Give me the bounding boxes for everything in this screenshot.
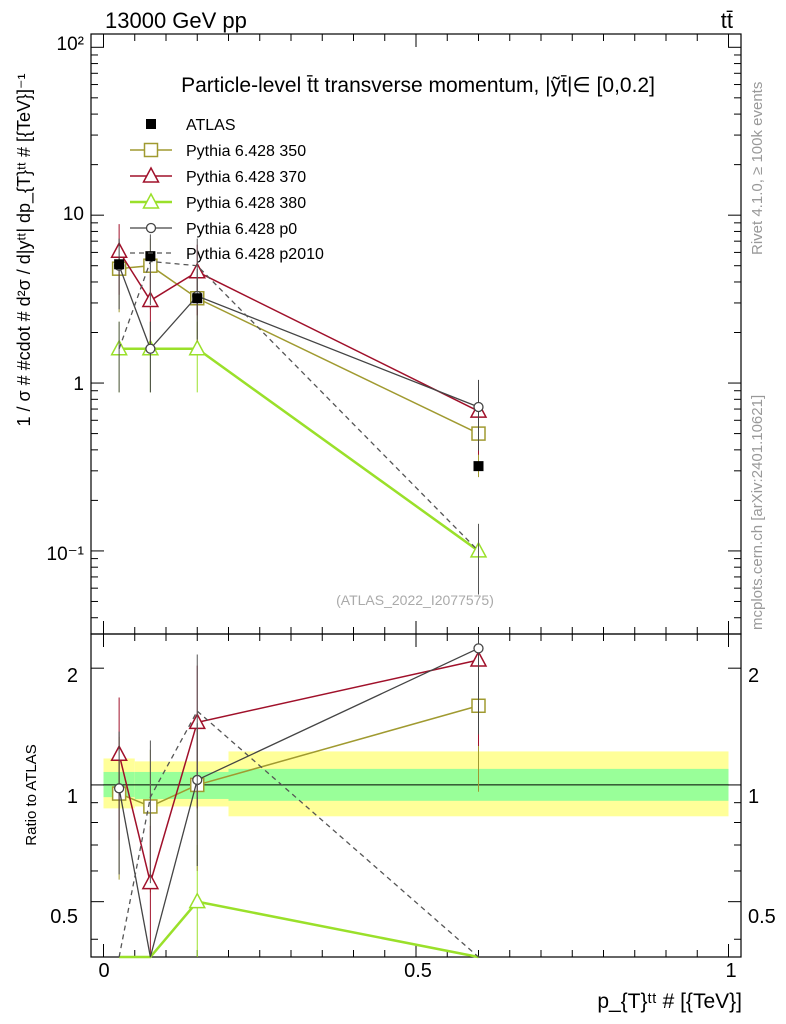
legend-marker-380 [142, 192, 160, 209]
analysis-watermark: (ATLAS_2022_I2077575) [336, 592, 494, 608]
ratio-ytick-label-2-right: 2 [748, 665, 759, 687]
main-plot-title: Particle-level t̄t transverse momentum, … [181, 74, 655, 97]
ratio-series-line-p0 [118, 647, 479, 958]
ratio-point-380 [188, 892, 207, 909]
xtick-label-0.5: 0.5 [404, 960, 432, 982]
legend-marker-p0 [145, 222, 157, 234]
main-series-line-p2010 [118, 260, 479, 552]
ratio-series-line-380 [119, 900, 479, 959]
main-series-line-370 [118, 250, 479, 412]
ratio-y-axis-label: Ratio to ATLAS [23, 744, 40, 845]
main-point-atlas [192, 293, 203, 304]
main-ytick-label-1: 1 [73, 374, 84, 395]
legend-label-p0: Pythia 6.428 p0 [186, 221, 297, 238]
main-ytick-label-100: 10² [57, 34, 84, 55]
main-series-line-350 [119, 264, 479, 435]
legend-label-350: Pythia 6.428 350 [186, 143, 306, 160]
main-point-atlas [473, 461, 484, 472]
ratio-ytick-label-1-right: 1 [748, 786, 759, 808]
legend-label-atlas: ATLAS [186, 117, 236, 134]
legend-marker-atlas [146, 119, 156, 129]
ratio-point-p0 [113, 783, 125, 794]
legend-marker-350 [143, 142, 159, 158]
xtick-label-1: 1 [725, 960, 736, 982]
main-series-line-380 [119, 347, 480, 552]
mcplots-label: mcplots.cern.ch [arXiv:2401.10621] [749, 395, 766, 630]
legend-label-380: Pythia 6.428 380 [186, 195, 306, 212]
ratio-series-line-p2010 [118, 710, 479, 958]
ratio-ytick-label-1: 1 [67, 786, 78, 808]
header-energy: 13000 GeV pp [105, 8, 247, 33]
main-point-p0 [145, 343, 156, 354]
ratio-ytick-label-0.5-right: 0.5 [748, 906, 776, 928]
ratio-series-line-370 [118, 659, 479, 886]
ratio-series-line-350 [118, 705, 479, 808]
legend-marker-370 [142, 166, 160, 183]
rivet-label: Rivet 4.1.0, ≥ 100k events [749, 82, 766, 255]
ratio-ytick-label-2: 2 [67, 665, 78, 687]
main-series-line-p0 [118, 265, 479, 408]
legend: ATLAS Pythia 6.428 350 Pythia 6.428 370 … [186, 117, 324, 263]
main-ytick-label-10: 10 [63, 204, 84, 225]
main-ytick-label-0.1: 10⁻¹ [47, 544, 85, 565]
main-point-p0 [473, 401, 484, 413]
legend-label-370: Pythia 6.428 370 [186, 169, 306, 186]
xtick-label-0: 0 [98, 960, 109, 982]
main-point-atlas [114, 259, 125, 270]
ratio-ytick-label-0.5: 0.5 [50, 906, 78, 928]
main-point-380 [188, 339, 207, 356]
ratio-point-p0 [473, 643, 484, 654]
main-point-atlas [145, 251, 156, 262]
main-y-axis-label: 1 / σ # #cdot # d²σ / d|yᵗᵗ| dp_{T}ᵗᵗ # … [14, 73, 35, 426]
header-process: tt̄ [721, 8, 733, 33]
legend-label-p2010: Pythia 6.428 p2010 [186, 246, 324, 263]
x-axis-label: p_{T}ᵗᵗ # [{TeV}] [597, 990, 742, 1013]
